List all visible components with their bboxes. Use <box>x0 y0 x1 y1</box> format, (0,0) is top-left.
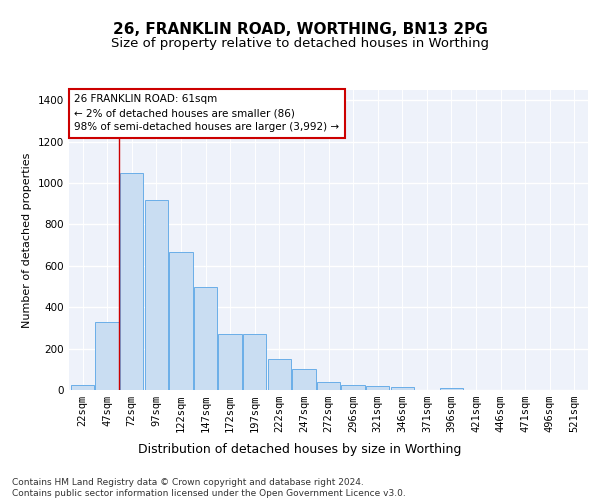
Bar <box>341 385 365 390</box>
Text: 26, FRANKLIN ROAD, WORTHING, BN13 2PG: 26, FRANKLIN ROAD, WORTHING, BN13 2PG <box>113 22 487 38</box>
Text: Distribution of detached houses by size in Worthing: Distribution of detached houses by size … <box>139 442 461 456</box>
Text: Size of property relative to detached houses in Worthing: Size of property relative to detached ho… <box>111 38 489 51</box>
Y-axis label: Number of detached properties: Number of detached properties <box>22 152 32 328</box>
Bar <box>71 386 94 390</box>
Bar <box>366 386 389 390</box>
Bar <box>268 359 291 390</box>
Bar <box>391 387 414 390</box>
Bar <box>120 173 143 390</box>
Bar <box>95 322 119 390</box>
Bar <box>145 200 168 390</box>
Bar <box>440 388 463 390</box>
Bar <box>243 334 266 390</box>
Text: Contains HM Land Registry data © Crown copyright and database right 2024.
Contai: Contains HM Land Registry data © Crown c… <box>12 478 406 498</box>
Text: 26 FRANKLIN ROAD: 61sqm
← 2% of detached houses are smaller (86)
98% of semi-det: 26 FRANKLIN ROAD: 61sqm ← 2% of detached… <box>74 94 340 132</box>
Bar <box>292 370 316 390</box>
Bar <box>317 382 340 390</box>
Bar <box>218 334 242 390</box>
Bar <box>194 286 217 390</box>
Bar <box>169 252 193 390</box>
